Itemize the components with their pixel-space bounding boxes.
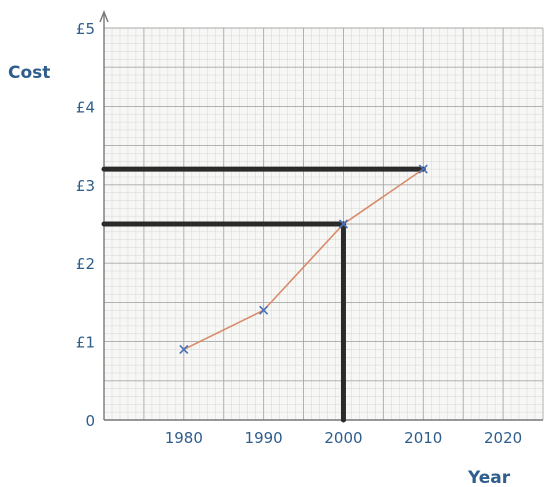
- y-axis-arrow: [99, 10, 109, 23]
- y-tick-label: £2: [76, 255, 95, 273]
- data-point-marker: [338, 219, 349, 229]
- data-series: [179, 164, 428, 355]
- x-tick-label: 1990: [245, 429, 283, 447]
- y-tick-label: £1: [76, 334, 95, 352]
- data-point-marker: [179, 344, 189, 355]
- x-tick-label: 2000: [324, 429, 362, 447]
- x-axis-title: Year: [467, 468, 511, 487]
- y-tick-label: 0: [85, 412, 95, 430]
- marker-stroke: [338, 219, 349, 229]
- y-tick-label: £5: [76, 20, 95, 38]
- marker-stroke: [259, 305, 269, 315]
- x-tick-label: 1980: [165, 429, 203, 447]
- marker-stroke: [418, 164, 428, 174]
- x-tick-label: 2010: [404, 429, 442, 447]
- series-line: [183, 168, 424, 351]
- chart-axes: [99, 10, 543, 421]
- y-axis-title: Cost: [8, 63, 50, 83]
- data-point-marker: [259, 305, 269, 315]
- tick-labels: 1980 1990 2000 2010 2020 0 £1 £2 £3 £4 £5: [76, 20, 522, 447]
- data-point-marker: [418, 164, 428, 174]
- y-tick-label: £4: [76, 98, 95, 116]
- x-tick-label: 2020: [484, 429, 522, 447]
- y-tick-label: £3: [76, 177, 95, 195]
- marker-stroke: [179, 344, 189, 355]
- guide-lines: [101, 166, 426, 423]
